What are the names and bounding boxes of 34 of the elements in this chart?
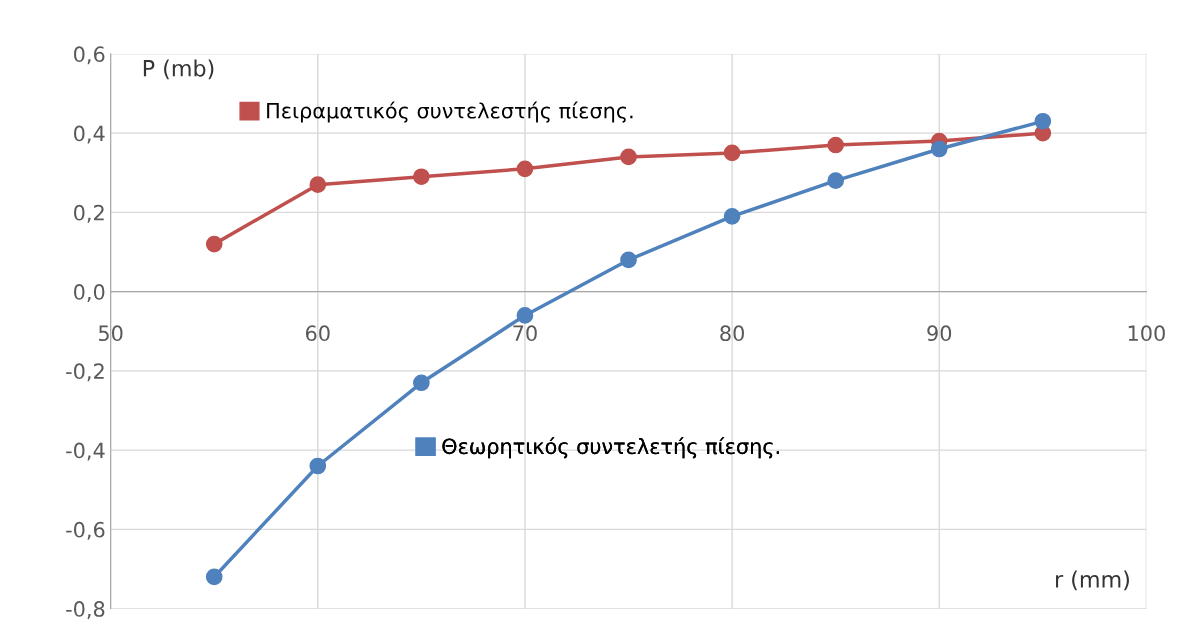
point: [723, 144, 741, 162]
point: [309, 457, 327, 475]
y-tick-label: -0,2: [66, 363, 104, 382]
y-tick-label: -0,8: [66, 601, 105, 619]
point: [827, 172, 845, 190]
x-tick-label: 90: [927, 325, 952, 342]
point: [620, 148, 637, 166]
point: [205, 568, 223, 586]
point: [1034, 112, 1052, 130]
y-axis-title: P (mb): [143, 59, 214, 80]
legend-label: Θεωρητικός συντελετής πίεσης.: [442, 437, 779, 459]
x-tick-label: 50: [98, 325, 123, 342]
point: [827, 136, 845, 154]
y-tick-label: 0,6: [74, 46, 105, 65]
point: [516, 307, 534, 324]
x-tick-label: 60: [305, 325, 330, 342]
x-tick-label: 100: [1128, 325, 1165, 342]
point: [620, 251, 637, 269]
x-axis-title: r (mm): [1056, 570, 1129, 591]
legend-label: Πειραματικός συντελεστής πίεσης.: [267, 101, 633, 123]
point: [413, 168, 430, 186]
x-tick-label: 70: [513, 325, 537, 342]
y-tick-label: -0,6: [66, 521, 105, 540]
y-tick-label: -0,4: [66, 442, 105, 461]
point: [205, 235, 223, 253]
point: [930, 140, 948, 158]
point: [723, 208, 741, 225]
y-tick-label: 0,4: [74, 125, 105, 144]
point: [516, 160, 534, 178]
point: [309, 176, 327, 193]
y-tick-label: 0,0: [74, 284, 105, 302]
y-tick-label: 0,2: [74, 204, 104, 223]
point: [413, 374, 430, 392]
x-tick-label: 80: [720, 325, 744, 342]
